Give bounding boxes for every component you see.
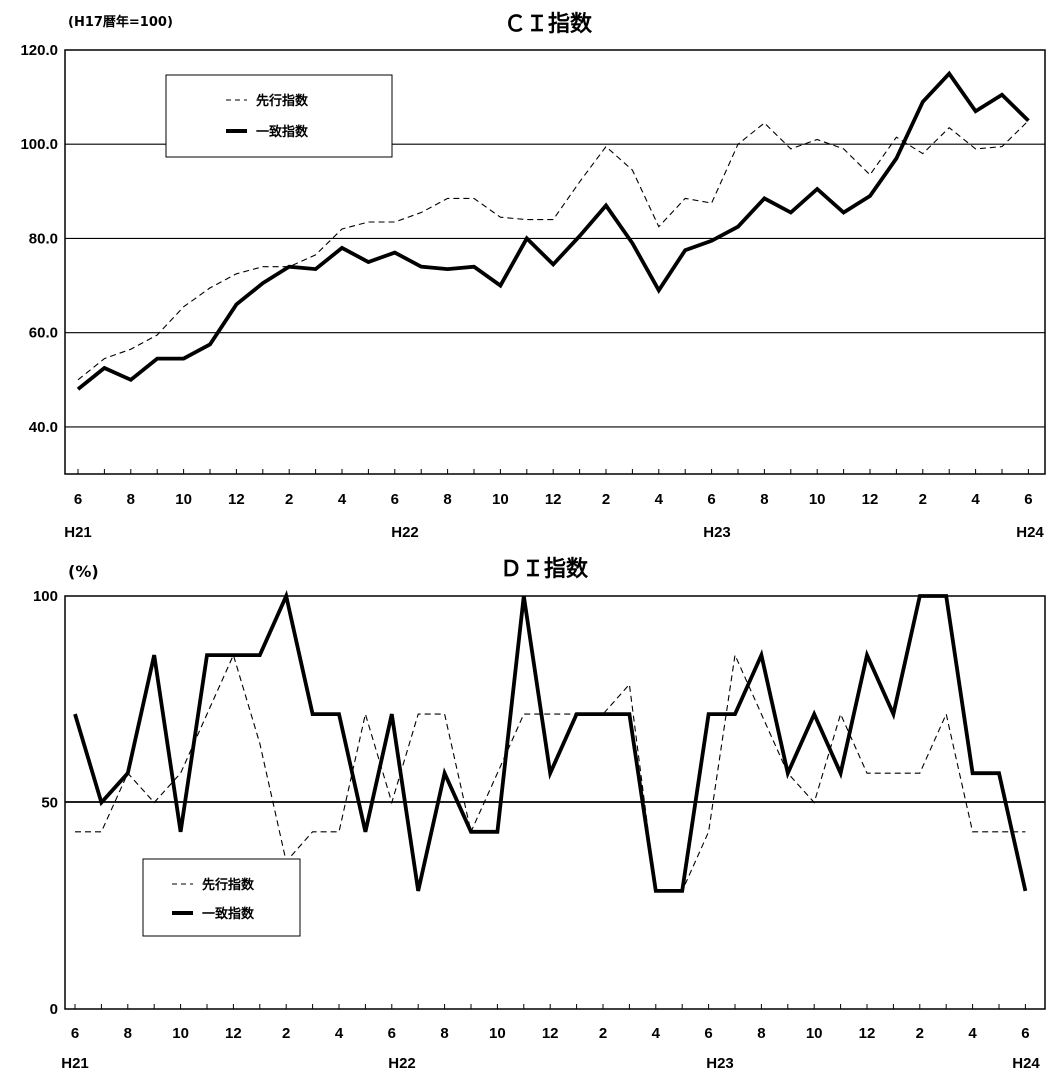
ci-series-line-leading — [77, 120, 1029, 381]
di-plot-frame — [64, 595, 1046, 1010]
di-x-tick-label: 8 — [757, 1025, 765, 1042]
ci-chart: ＣＩ指数 (H17暦年=100) 40.060.080.0100.0120.0 … — [20, 11, 1046, 541]
ci-y-tick-label: 40.0 — [29, 419, 58, 436]
di-chart-title: ＤＩ指数 — [500, 556, 589, 582]
ci-y-tick-label: 120.0 — [20, 42, 58, 59]
ci-x-tick-label: 4 — [971, 491, 980, 508]
ci-x-tick-label: 12 — [862, 491, 879, 508]
di-y-tick-label: 50 — [41, 795, 58, 812]
di-x-tick-label: 4 — [335, 1025, 344, 1042]
di-x-tick-marks — [74, 1004, 1026, 1009]
ci-legend: 先行指数 一致指数 — [165, 74, 393, 158]
di-x-tick-label: 4 — [968, 1025, 977, 1042]
di-x-tick-label: 8 — [124, 1025, 132, 1042]
ci-series-lines — [76, 70, 1030, 391]
di-x-tick-label: 12 — [859, 1025, 876, 1042]
di-y-tick-label: 100 — [33, 588, 58, 605]
ci-x-tick-label: 2 — [919, 491, 927, 508]
di-x-tick-label: 4 — [652, 1025, 661, 1042]
di-legend-label-leading: 先行指数 — [202, 877, 255, 893]
di-x-tick-label: 12 — [225, 1025, 242, 1042]
ci-x-tick-label: 12 — [228, 491, 245, 508]
ci-x-tick-label: 10 — [175, 491, 192, 508]
di-year-label: H21 — [61, 1055, 89, 1072]
ci-year-label: H24 — [1016, 524, 1044, 541]
ci-legend-box — [165, 74, 393, 158]
di-legend-box — [142, 858, 301, 937]
ci-x-tick-label: 8 — [127, 491, 135, 508]
ci-x-tick-label: 6 — [74, 491, 82, 508]
di-x-tick-label: 2 — [916, 1025, 924, 1042]
ci-x-tick-label: 10 — [492, 491, 509, 508]
di-x-tick-label: 6 — [71, 1025, 79, 1042]
ci-x-tick-label: 2 — [602, 491, 610, 508]
ci-year-label: H23 — [703, 524, 731, 541]
di-y-tick-label: 0 — [50, 1001, 58, 1018]
di-x-tick-label: 6 — [388, 1025, 396, 1042]
di-year-label: H24 — [1012, 1055, 1040, 1072]
di-year-label: H22 — [388, 1055, 416, 1072]
di-x-tick-label: 2 — [599, 1025, 607, 1042]
ci-x-tick-label: 12 — [545, 491, 562, 508]
ci-chart-title: ＣＩ指数 — [504, 11, 593, 37]
ci-x-tick-label: 4 — [655, 491, 664, 508]
di-x-tick-label: 2 — [282, 1025, 290, 1042]
ci-x-tick-marks — [77, 469, 1029, 474]
ci-x-tick-label: 8 — [443, 491, 451, 508]
ci-x-tick-label: 6 — [1024, 491, 1032, 508]
ci-y-tick-label: 60.0 — [29, 325, 58, 342]
di-x-tick-label: 10 — [806, 1025, 823, 1042]
ci-x-tick-label: 6 — [707, 491, 715, 508]
di-year-label: H23 — [706, 1055, 734, 1072]
ci-legend-label-coincident: 一致指数 — [256, 124, 309, 140]
ci-year-label: H21 — [64, 524, 92, 541]
di-chart: ＤＩ指数 (%) 0 50 100 6 8 10 12 2 4 6 8 10 12 2 4 6 8 10 12 2 4… — [33, 556, 1046, 1072]
di-x-tick-labels: 6 8 10 12 2 4 6 8 10 12 2 4 6 8 10 12 2 4 6 — [71, 1025, 1030, 1042]
di-x-tick-label: 10 — [489, 1025, 506, 1042]
di-y-tick-labels: 0 50 100 — [33, 588, 58, 1018]
ci-y-tick-label: 100.0 — [20, 136, 58, 153]
ci-x-tick-labels: 6 8 10 12 2 4 6 8 10 12 2 4 6 8 10 12 2 4 6 — [74, 491, 1033, 508]
di-year-labels: H21 H22 H23 H24 — [61, 1055, 1040, 1072]
ci-x-tick-label: 6 — [391, 491, 399, 508]
ci-year-labels: H21 H22 H23 H24 — [64, 524, 1044, 541]
ci-x-tick-label: 2 — [285, 491, 293, 508]
ci-series-line-coincident — [76, 70, 1030, 391]
di-x-tick-label: 12 — [542, 1025, 559, 1042]
ci-y-tick-label: 80.0 — [29, 230, 58, 247]
ci-plot-frame — [64, 49, 1046, 475]
di-legend-label-coincident: 一致指数 — [202, 906, 255, 922]
ci-x-tick-label: 4 — [338, 491, 347, 508]
di-x-tick-label: 6 — [704, 1025, 712, 1042]
di-series-line-coincident — [73, 589, 1028, 893]
di-x-tick-label: 8 — [440, 1025, 448, 1042]
ci-legend-label-leading: 先行指数 — [256, 93, 309, 109]
di-x-tick-label: 10 — [172, 1025, 189, 1042]
ci-unit-label: (H17暦年=100) — [68, 14, 173, 30]
ci-x-tick-label: 8 — [760, 491, 768, 508]
di-series-line-leading — [75, 653, 1026, 892]
di-series-lines — [73, 589, 1028, 893]
di-legend: 先行指数 一致指数 — [142, 858, 301, 937]
di-unit-label: (%) — [68, 562, 99, 581]
ci-x-tick-label: 10 — [809, 491, 826, 508]
ci-year-label: H22 — [391, 524, 419, 541]
di-x-tick-label: 6 — [1021, 1025, 1029, 1042]
ci-y-tick-labels: 40.0 60.0 80.0 100.0 120.0 — [20, 42, 58, 436]
